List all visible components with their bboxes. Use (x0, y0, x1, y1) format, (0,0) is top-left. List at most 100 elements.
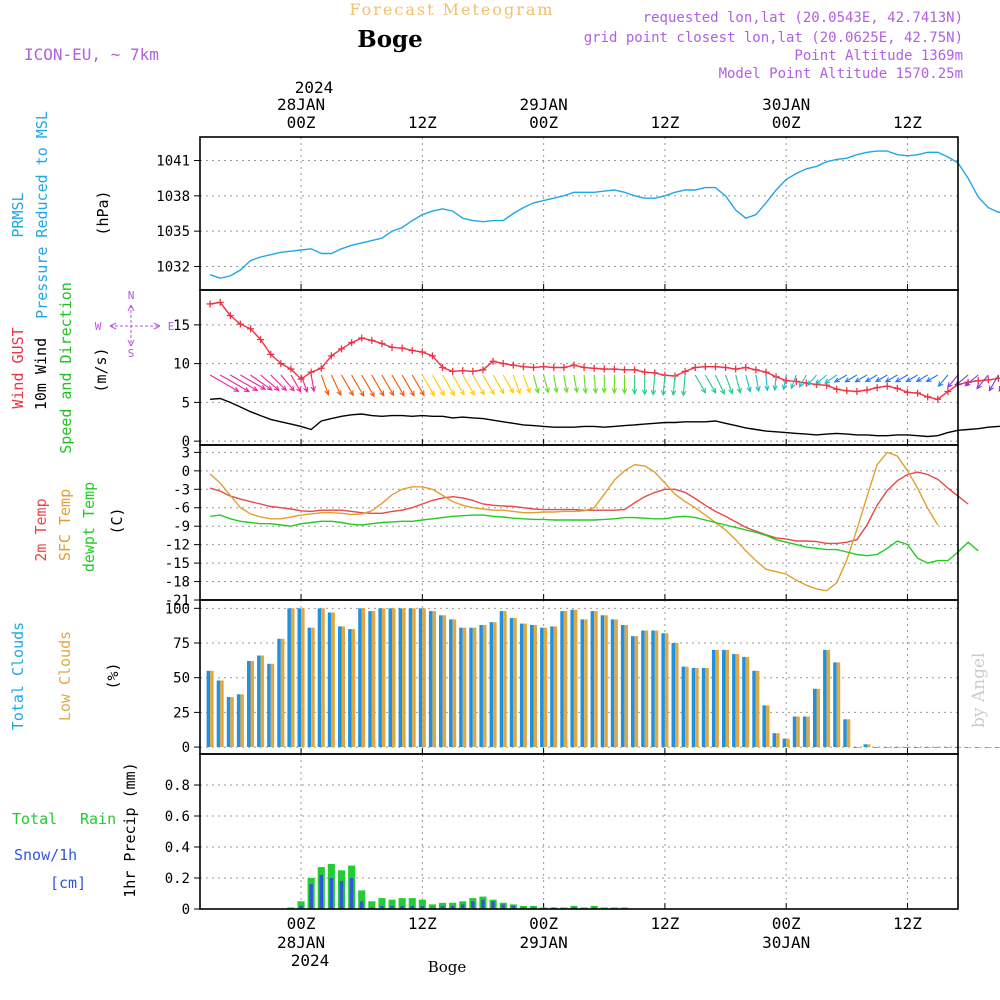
svg-text:10m Wind: 10m Wind (32, 338, 50, 410)
gust-point (236, 320, 244, 328)
gust-point (570, 361, 578, 369)
bar-low-clouds (735, 654, 740, 748)
wind-arrow (681, 374, 687, 397)
y-tick-label: 0.2 (165, 871, 190, 887)
bottom-hour-label: 00Z (529, 914, 558, 933)
forecast-title: Forecast Meteogram (349, 0, 554, 19)
gust-point (327, 352, 335, 360)
bottom-hour-label: 00Z (287, 914, 316, 933)
wind-arrow (601, 375, 607, 394)
wind-arrow-head (409, 390, 415, 397)
gust-point (600, 365, 608, 373)
gust-point (459, 367, 467, 375)
bar-low-clouds (867, 744, 871, 748)
wind-arrow-head (681, 390, 687, 397)
bar-low-clouds (715, 649, 719, 747)
wind-arrow-head (439, 390, 445, 397)
bar-low-clouds (796, 716, 800, 747)
y-tick-label: 0 (182, 740, 190, 756)
svg-text:W: W (95, 320, 102, 333)
wind-arrow (592, 374, 599, 395)
wind-arrow-head (348, 390, 354, 397)
bar-snow (349, 878, 354, 909)
svg-text:Pressure Reduced to MSL: Pressure Reduced to MSL (33, 111, 51, 319)
gust-point (368, 336, 376, 344)
bar-total-clouds (580, 619, 584, 747)
wind-arrow-head (894, 377, 901, 383)
wind-arrow (976, 374, 989, 390)
gust-point (701, 363, 709, 371)
gust-point (378, 339, 386, 347)
y-tick-label: 1032 (156, 259, 190, 275)
bar-low-clouds (644, 630, 649, 747)
bar-snow (450, 905, 455, 909)
bar-total-clouds (418, 608, 423, 747)
bar-low-clouds (351, 629, 356, 747)
bottom-date-label: 29JAN (520, 933, 568, 952)
bar-total-clouds (509, 618, 514, 747)
wind-arrow-shaft (300, 374, 308, 393)
top-hour-label: 00Z (529, 113, 558, 132)
wind-arrow (755, 374, 761, 393)
wind-arrow-head (642, 389, 648, 396)
wind-arrow-head (359, 390, 365, 398)
wind-arrow-shaft (807, 374, 817, 386)
wind-arrow-head (544, 387, 550, 394)
wind-arrow-shaft (694, 374, 706, 394)
wind-arrow-head (874, 376, 882, 383)
wind-arrow-shaft (755, 374, 760, 392)
bar-total-clouds (459, 627, 463, 747)
top-hour-label: 12Z (408, 113, 437, 132)
wind-arrow-shaft (965, 374, 979, 387)
gust-point (873, 384, 881, 392)
y-tick-label: 1035 (156, 224, 190, 240)
bar-low-clouds (452, 619, 457, 747)
gust-point (216, 298, 224, 306)
wind-arrow-head (946, 382, 953, 389)
gust-point (469, 367, 477, 375)
bar-total-clouds (469, 627, 473, 747)
bar-low-clouds (937, 747, 942, 748)
panel-frame (199, 753, 959, 910)
gust-point (530, 364, 538, 371)
svg-text:SFC Temp: SFC Temp (56, 489, 74, 561)
wind-arrow (884, 374, 898, 383)
wind-arrow (361, 374, 375, 398)
bar-low-clouds (755, 670, 760, 748)
y-tick-label: 25 (173, 705, 190, 721)
wind-arrow (543, 374, 550, 394)
wind-arrow-head (824, 378, 831, 384)
bar-total-clouds (813, 688, 817, 748)
wind-arrow-head (459, 389, 465, 396)
bar-low-clouds (766, 705, 770, 747)
model-label: ICON-EU, ~ 7km (24, 45, 159, 64)
bar-snow (329, 878, 334, 909)
bar-total-clouds (338, 626, 342, 748)
wind-arrow-head (807, 380, 813, 387)
bar-low-clouds (533, 625, 537, 748)
wind-arrow (611, 375, 617, 395)
bar-snow (339, 881, 344, 909)
bar-low-clouds (563, 611, 568, 748)
wind-arrow-head (976, 383, 982, 390)
wind-arrow-head (508, 387, 515, 394)
wind-arrow-head (670, 390, 677, 397)
wind-arrow (854, 374, 868, 383)
wind-arrow-head (489, 389, 495, 396)
gust-point (408, 346, 416, 354)
wind-arrow-head (479, 389, 485, 396)
wind-arrow-head (260, 384, 267, 390)
gust-point (287, 365, 295, 373)
bar-snow (481, 899, 485, 909)
wind-arrow (745, 374, 752, 393)
wind-arrow (209, 374, 240, 392)
wind-arrow (874, 374, 888, 383)
wind-arrow-head (303, 386, 309, 394)
wind-arrow (310, 374, 316, 393)
bar-total-clouds (317, 608, 322, 747)
wind-arrow-shaft (462, 374, 475, 396)
y-tick-label: -3 (173, 482, 190, 498)
gust-point (499, 360, 507, 368)
wind-arrow-shaft (824, 374, 838, 384)
